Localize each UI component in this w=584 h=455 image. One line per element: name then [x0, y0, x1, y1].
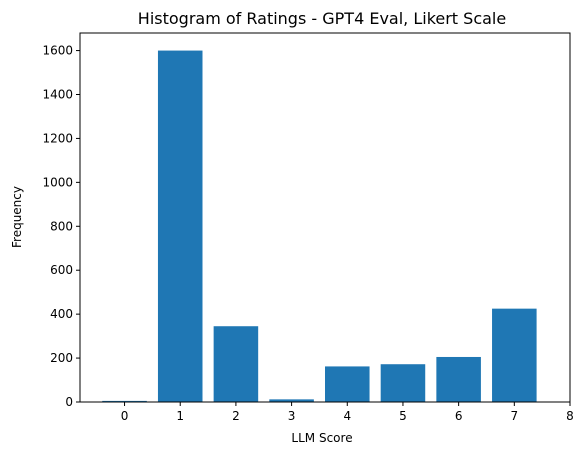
- y-tick-label: 400: [50, 307, 73, 321]
- x-tick-label: 6: [455, 409, 463, 423]
- plot-frame: [79, 32, 571, 403]
- x-tick-label: 3: [288, 409, 296, 423]
- x-tick-label: 7: [510, 409, 518, 423]
- y-tick-label: 0: [65, 395, 73, 409]
- y-tick-label: 800: [50, 219, 73, 233]
- y-tick-label: 1600: [42, 44, 73, 58]
- y-tick-label: 600: [50, 263, 73, 277]
- y-tick-label: 200: [50, 351, 73, 365]
- bar-score-4: [325, 366, 370, 402]
- bar-score-3: [269, 399, 314, 402]
- bar-score-1: [157, 50, 203, 402]
- bar-score-6: [436, 356, 481, 402]
- x-axis-label: LLM Score: [291, 431, 352, 445]
- bar-score-2: [213, 326, 259, 402]
- x-tick-label: 2: [232, 409, 240, 423]
- bar-score-0: [102, 400, 147, 402]
- x-tick-label: 1: [176, 409, 184, 423]
- y-tick-label: 1200: [42, 131, 73, 145]
- bar-score-5: [380, 364, 426, 402]
- bar-score-7: [492, 308, 537, 402]
- x-tick-label: 0: [121, 409, 129, 423]
- y-tick-label: 1400: [42, 88, 73, 102]
- chart-title: Histogram of Ratings - GPT4 Eval, Likert…: [138, 9, 506, 28]
- bars-group: [102, 50, 537, 402]
- x-tick-label: 8: [566, 409, 574, 423]
- x-tick-label: 5: [399, 409, 407, 423]
- x-tick-label: 4: [343, 409, 351, 423]
- y-axis-ticks: 0 200 400 600 800 1000 1200 1400 1600: [42, 44, 80, 409]
- y-axis-label: Frequency: [10, 186, 24, 248]
- x-axis-ticks: 0 1 2 3 4 5 6 7 8: [121, 402, 574, 423]
- y-tick-label: 1000: [42, 175, 73, 189]
